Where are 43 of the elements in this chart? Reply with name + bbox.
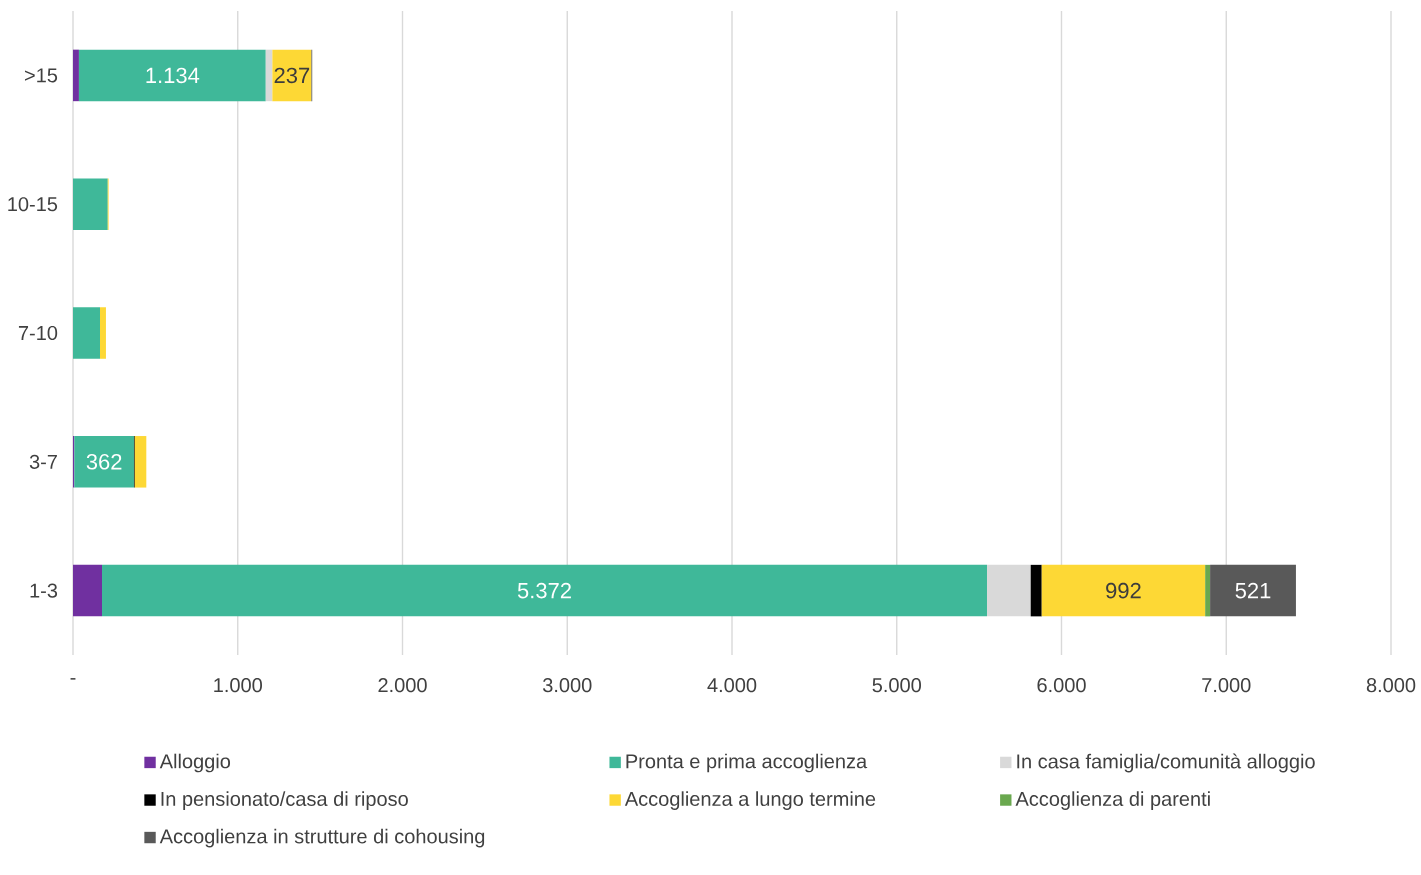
legend-label: Accoglienza di parenti bbox=[1015, 791, 1210, 810]
legend-label: Accoglienza in strutture di cohousing bbox=[159, 828, 485, 848]
bar bbox=[102, 564, 988, 617]
x-tick-label: 3.000 bbox=[542, 678, 592, 693]
x-tick-label: 4.000 bbox=[707, 678, 757, 693]
bar bbox=[1210, 564, 1296, 617]
y-tick-label: 3-7 bbox=[29, 454, 57, 469]
data-label: 237 bbox=[274, 67, 310, 84]
bar bbox=[100, 307, 106, 359]
legend-label: In casa famiglia/comunità alloggio bbox=[1017, 753, 1315, 773]
y-tick-label: 10-15 bbox=[8, 197, 58, 212]
bar bbox=[74, 436, 134, 488]
bar bbox=[73, 178, 108, 230]
bar bbox=[272, 49, 312, 102]
data-label: 5.372 bbox=[517, 582, 571, 599]
bar bbox=[73, 307, 101, 359]
bar bbox=[78, 49, 266, 102]
y-tick-label: >15 bbox=[24, 68, 58, 83]
bar bbox=[987, 564, 1031, 617]
x-tick-label: - bbox=[70, 678, 76, 680]
x-tick-label: 2.000 bbox=[378, 678, 427, 693]
bar bbox=[73, 564, 102, 617]
data-label: 521 bbox=[1235, 582, 1271, 599]
legend-label: Pronta e prima accoglienza bbox=[626, 753, 868, 773]
y-tick-label: 1-3 bbox=[30, 583, 58, 598]
data-label: 1.134 bbox=[146, 67, 200, 84]
bar bbox=[73, 49, 79, 102]
x-tick-label: 6.000 bbox=[1037, 678, 1086, 693]
bar bbox=[265, 49, 273, 102]
y-tick-label: 7-10 bbox=[18, 325, 58, 341]
data-label: 362 bbox=[86, 454, 122, 470]
x-tick-label: 1.000 bbox=[214, 678, 262, 693]
bar bbox=[1041, 564, 1206, 617]
bar bbox=[134, 436, 147, 488]
bar bbox=[1205, 564, 1211, 617]
bar bbox=[1030, 564, 1042, 617]
x-tick-label: 7.000 bbox=[1202, 678, 1251, 693]
legend-label: Alloggio bbox=[159, 753, 231, 773]
x-tick-label: 8.000 bbox=[1366, 678, 1416, 693]
x-tick-label: 5.000 bbox=[872, 678, 921, 693]
legend-label: In pensionato/casa di riposo bbox=[161, 791, 408, 810]
legend-label: Accoglienza a lungo termine bbox=[624, 791, 876, 810]
data-label: 992 bbox=[1106, 582, 1141, 599]
